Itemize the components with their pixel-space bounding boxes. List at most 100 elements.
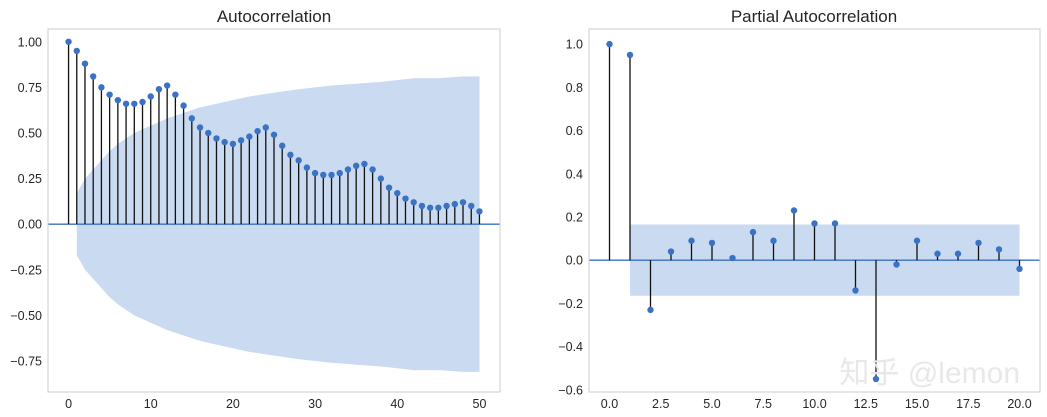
acf-marker-lag-49 xyxy=(468,202,475,210)
pacf-marker-lag-11 xyxy=(831,220,839,227)
pacf-y-tick-0-2: 0.2 xyxy=(566,210,583,224)
pacf-x-tick-2-5: 2.5 xyxy=(652,397,669,411)
acf-marker-lag-23 xyxy=(254,127,261,135)
pacf-marker-lag-14 xyxy=(893,261,900,268)
acf-marker-lag-26 xyxy=(279,142,286,149)
acf-marker-lag-17 xyxy=(205,129,212,137)
acf-marker-lag-19 xyxy=(221,138,228,146)
acf-title: Autocorrelation xyxy=(217,7,331,26)
pacf-panel: Partial Autocorrelation 0.0 2.5 5.0 7.5 10.0… xyxy=(558,7,1041,411)
pacf-marker-lag-4 xyxy=(688,237,695,244)
acf-marker-lag-36 xyxy=(361,160,368,168)
acf-marker-lag-2 xyxy=(81,60,89,67)
pacf-plot-frame xyxy=(588,28,1041,393)
acf-marker-lag-7 xyxy=(122,100,130,107)
pacf-markers-layer xyxy=(606,40,1023,383)
pacf-marker-lag-9 xyxy=(790,207,798,214)
acf-x-tick-40: 40 xyxy=(390,397,404,411)
acf-marker-lag-27 xyxy=(287,151,294,159)
pacf-marker-lag-7 xyxy=(749,228,757,236)
acf-marker-lag-32 xyxy=(328,171,335,179)
acf-y-tick-0: 0.00 xyxy=(18,218,42,232)
acf-markers-layer xyxy=(65,38,483,215)
acf-marker-lag-0 xyxy=(65,38,72,45)
pacf-y-tick-0-6: 0.6 xyxy=(566,124,583,138)
pacf-marker-lag-3 xyxy=(667,248,675,255)
acf-y-tick-0-5: 0.50 xyxy=(18,126,42,140)
pacf-stems-layer xyxy=(608,44,1021,380)
pacf-marker-lag-16 xyxy=(934,250,941,257)
pacf-y-tick-0-8: 0.8 xyxy=(566,81,583,95)
acf-y-tick-0-75: 0.75 xyxy=(18,81,42,95)
pacf-marker-lag-13 xyxy=(872,375,880,383)
acf-plot-frame xyxy=(47,28,501,393)
acf-x-tick-30: 30 xyxy=(308,397,322,411)
acf-stems-layer xyxy=(67,41,481,225)
acf-marker-lag-21 xyxy=(237,137,245,144)
pacf-title: Partial Autocorrelation xyxy=(731,7,897,26)
pacf-x-tick-10-0: 10.0 xyxy=(802,397,826,411)
acf-marker-lag-14 xyxy=(180,102,187,109)
acf-marker-lag-43 xyxy=(418,202,426,210)
pacf-marker-lag-6 xyxy=(729,254,736,262)
pacf-x-tick-20-0: 20.0 xyxy=(1007,397,1031,411)
pacf-x-tick-0-0: 0.0 xyxy=(601,397,618,411)
acf-x-tick-50: 50 xyxy=(473,397,487,411)
pacf-marker-lag-17 xyxy=(954,250,962,257)
acf-panel: Autocorrelation 0 10 20 30 40 50 1.00 0.75 0.50… xyxy=(10,7,501,411)
acf-marker-lag-3 xyxy=(90,73,97,80)
acf-marker-lag-29 xyxy=(303,164,311,171)
acf-marker-lag-18 xyxy=(213,135,220,142)
acf-marker-lag-34 xyxy=(344,166,352,173)
acf-marker-lag-9 xyxy=(139,98,146,106)
acf-marker-lag-28 xyxy=(295,157,302,164)
acf-marker-lag-46 xyxy=(443,202,450,210)
pacf-marker-lag-0 xyxy=(606,40,613,48)
watermark-text: 知乎 @lemon xyxy=(840,357,1021,390)
acf-marker-lag-5 xyxy=(106,91,113,98)
pacf-marker-lag-10 xyxy=(811,220,818,227)
acf-y-tick-neg-0-5: −0.50 xyxy=(10,309,42,323)
acf-marker-lag-37 xyxy=(369,166,376,173)
pacf-marker-lag-20 xyxy=(1016,265,1023,273)
pacf-y-tick-1: 1.0 xyxy=(566,38,583,52)
acf-marker-lag-6 xyxy=(114,96,122,104)
pacf-x-tick-15-0: 15.0 xyxy=(905,397,929,411)
acf-marker-lag-30 xyxy=(311,169,319,177)
acf-marker-lag-10 xyxy=(147,93,154,100)
pacf-marker-lag-12 xyxy=(852,287,859,294)
acf-marker-lag-42 xyxy=(410,199,417,206)
acf-marker-lag-11 xyxy=(155,85,163,93)
acf-x-tick-0: 0 xyxy=(65,397,72,411)
acf-x-tick-10: 10 xyxy=(144,397,158,411)
pacf-x-tick-5-0: 5.0 xyxy=(703,397,720,411)
acf-marker-lag-12 xyxy=(163,82,171,89)
acf-marker-lag-33 xyxy=(336,169,343,177)
acf-marker-lag-22 xyxy=(246,133,253,140)
acf-marker-lag-4 xyxy=(98,84,105,91)
pacf-y-tick-0-4: 0.4 xyxy=(566,167,583,181)
acf-marker-lag-38 xyxy=(377,175,385,182)
acf-marker-lag-45 xyxy=(435,204,442,211)
pacf-marker-lag-2 xyxy=(647,306,654,314)
pacf-y-tick-neg-0-2: −0.2 xyxy=(558,297,583,311)
pacf-marker-lag-8 xyxy=(770,237,777,244)
acf-y-tick-neg-0-75: −0.75 xyxy=(10,354,42,368)
acf-marker-lag-1 xyxy=(73,47,80,55)
pacf-y-tick-neg-0-6: −0.6 xyxy=(558,383,583,397)
pacf-y-tick-neg-0-4: −0.4 xyxy=(558,340,583,354)
acf-marker-lag-16 xyxy=(196,124,204,131)
acf-y-tick-neg-0-25: −0.25 xyxy=(10,263,42,277)
pacf-x-tick-7-5: 7.5 xyxy=(755,397,772,411)
acf-y-tick-0-25: 0.25 xyxy=(18,172,42,186)
acf-marker-lag-40 xyxy=(394,189,401,197)
acf-marker-lag-47 xyxy=(451,200,458,208)
acf-marker-lag-13 xyxy=(172,91,179,98)
acf-x-tick-20: 20 xyxy=(226,397,240,411)
acf-marker-lag-31 xyxy=(320,171,327,179)
acf-marker-lag-8 xyxy=(131,100,138,107)
acf-marker-lag-50 xyxy=(476,208,483,215)
pacf-marker-lag-5 xyxy=(708,239,716,247)
pacf-marker-lag-18 xyxy=(975,239,982,247)
